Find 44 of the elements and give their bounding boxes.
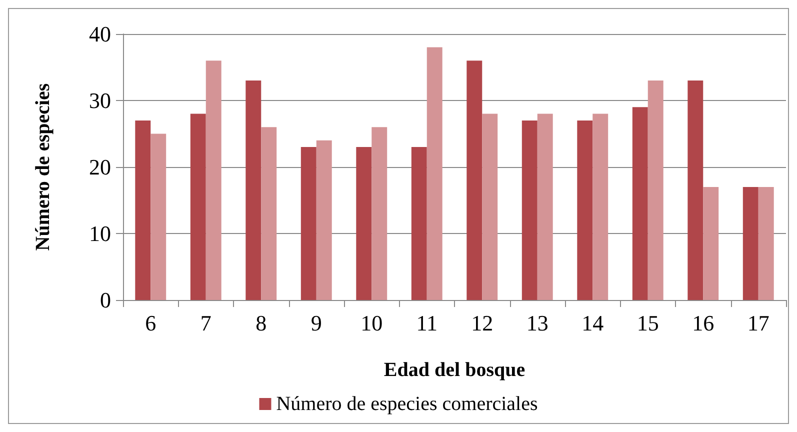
bar (150, 134, 166, 300)
bar (316, 140, 332, 300)
bar (648, 80, 664, 300)
x-tick-label: 10 (360, 310, 383, 336)
y-tick-label: 30 (89, 88, 111, 113)
bar (703, 186, 719, 300)
x-tick-label: 13 (526, 310, 548, 336)
bar (592, 114, 608, 300)
y-tick-label: 20 (89, 154, 111, 180)
x-tick-label: 14 (582, 310, 604, 336)
bar (758, 186, 774, 300)
x-axis-title: Edad del bosque (384, 359, 526, 381)
bar (206, 60, 222, 300)
bar (466, 60, 482, 300)
x-tick-label: 6 (145, 310, 156, 336)
x-tick-label: 9 (310, 310, 322, 336)
x-tick-label: 11 (416, 310, 438, 336)
x-tick-label: 12 (471, 310, 494, 336)
bar (261, 127, 277, 300)
bar (300, 147, 316, 300)
bar (372, 127, 388, 300)
bar (482, 114, 498, 300)
bar (356, 147, 372, 300)
bar (632, 107, 648, 300)
bar (426, 47, 442, 300)
y-tick-label: 0 (100, 288, 111, 312)
x-tick-label: 17 (747, 310, 770, 336)
bar (688, 80, 704, 300)
legend-label: Número de especies comerciales (276, 393, 538, 415)
bar (522, 120, 538, 300)
bar (742, 186, 758, 300)
bar (135, 120, 151, 300)
x-tick-label: 15 (636, 310, 659, 336)
y-tick-label: 40 (89, 22, 111, 46)
x-tick-label: 16 (692, 310, 714, 336)
bar (577, 120, 593, 300)
x-tick-label: 8 (256, 310, 267, 336)
y-axis-title: Número de especies (32, 83, 54, 251)
bar (246, 80, 262, 300)
bar (411, 147, 427, 300)
y-tick-label: 10 (89, 221, 111, 246)
x-tick-label: 7 (200, 310, 212, 336)
bar (190, 114, 206, 300)
bar (537, 114, 553, 300)
